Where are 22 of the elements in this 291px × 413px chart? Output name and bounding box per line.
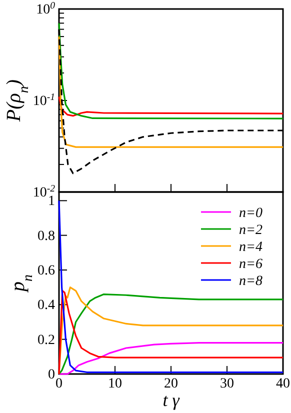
y-tick-label: 1 — [48, 194, 55, 210]
y-tick-label: 10$^{-1}$ — [32, 91, 55, 109]
x-tick-label: 10 — [108, 376, 122, 392]
line-series — [58, 342, 284, 375]
y-tick-label: 0.2 — [38, 332, 55, 348]
y-tick-label: 10$^{0}$ — [36, 0, 56, 18]
y-tick-label: 0.6 — [38, 263, 55, 278]
line-series — [58, 200, 284, 374]
y-tick-label: 0.8 — [38, 228, 55, 244]
legend-label: n=4 — [239, 240, 262, 255]
line-series — [58, 36, 284, 148]
line-series — [58, 22, 284, 120]
x-tick-label: 40 — [276, 376, 290, 392]
x-axis-title: t γ — [162, 390, 180, 410]
legend-label: n=6 — [239, 256, 262, 272]
x-tick-label: 30 — [220, 376, 234, 392]
y-tick-label: 0.4 — [38, 298, 55, 314]
line-series — [58, 96, 284, 117]
x-tick-label: 20 — [164, 376, 178, 392]
legend-label: n=2 — [239, 222, 262, 238]
legend-label: n=8 — [239, 274, 262, 289]
legend-label: n=0 — [239, 206, 262, 221]
